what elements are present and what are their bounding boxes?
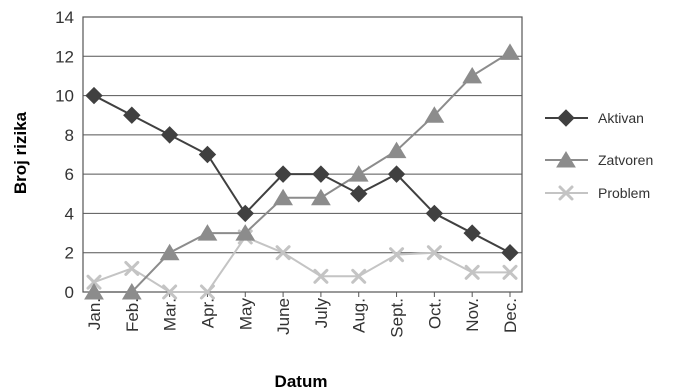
x-tick-label: Aug.: [350, 298, 369, 333]
legend-label: Zatvoren: [598, 152, 653, 168]
data-point: [386, 141, 407, 159]
x-tick-label: July: [312, 298, 331, 329]
data-point: [389, 247, 405, 263]
data-point: [160, 126, 179, 144]
data-point: [199, 284, 215, 300]
x-tick-label: Jan.: [85, 298, 104, 330]
data-point: [348, 165, 369, 182]
data-point: [124, 260, 140, 276]
data-point: [275, 245, 291, 261]
y-tick-label: 14: [55, 8, 74, 27]
x-axis-title: Datum: [275, 372, 328, 391]
data-point: [501, 244, 519, 262]
x-tick-label: Nov.: [463, 298, 482, 332]
x-tick-label: Sept.: [388, 298, 407, 338]
data-point: [350, 185, 368, 203]
data-point: [387, 165, 406, 183]
data-point: [462, 66, 483, 84]
y-tick-label: 0: [65, 283, 74, 302]
series-line: [93, 94, 511, 254]
series-aktivan: [85, 86, 519, 262]
x-tick-label: Feb.: [123, 298, 142, 332]
x-tick-label: Apr.: [198, 298, 217, 328]
legend-label: Aktivan: [598, 110, 644, 126]
series-line: [94, 51, 511, 293]
data-point: [85, 86, 103, 105]
data-point: [162, 284, 178, 300]
x-tick-label: June: [274, 298, 293, 335]
data-point: [425, 204, 444, 223]
axes: [82, 16, 523, 297]
y-tick-label: 2: [65, 244, 74, 263]
series-problem: [86, 229, 518, 300]
data-point: [500, 43, 520, 60]
plot-frame: [82, 16, 523, 293]
data-point: [464, 264, 480, 280]
x-tick-label: Oct.: [425, 298, 444, 329]
legend: Aktivan Zatvoren Problem: [545, 109, 653, 201]
data-point: [84, 283, 104, 300]
series-line: [93, 235, 510, 293]
legend-item-zatvoren: Zatvoren: [545, 151, 653, 168]
data-point: [121, 283, 142, 300]
gridlines: [83, 16, 522, 293]
data-point: [235, 224, 256, 241]
data-point: [274, 165, 292, 183]
series-zatvoren: [84, 43, 520, 300]
data-point: [197, 224, 218, 241]
legend-item-problem: Problem: [545, 185, 650, 201]
x-tick-label: Mar.: [161, 298, 180, 331]
data-point: [123, 106, 141, 124]
y-axis-title: Broj rizika: [11, 111, 30, 194]
legend-label: Problem: [598, 185, 650, 201]
data-point: [236, 204, 254, 223]
x-tick-label: May: [236, 298, 255, 331]
data-point: [463, 224, 481, 242]
data-point: [424, 106, 445, 123]
data-point: [311, 188, 331, 206]
legend-marker: [558, 185, 574, 201]
data-point: [313, 268, 329, 284]
legend-item-aktivan: Aktivan: [545, 109, 644, 127]
series: [84, 43, 520, 300]
y-tick-label: 10: [55, 87, 74, 106]
data-point: [198, 145, 217, 164]
legend-marker: [557, 109, 575, 127]
data-point: [351, 268, 367, 284]
tick-labels: 0 2 4 6 8 10 12 14 Jan. Feb. Mar. Apr. May June July Au…: [55, 8, 520, 338]
y-tick-label: 12: [55, 47, 74, 66]
data-point: [159, 243, 180, 261]
y-tick-label: 4: [65, 204, 74, 223]
x-tick-label: Dec.: [501, 298, 520, 333]
y-tick-label: 8: [65, 126, 74, 145]
data-point: [312, 165, 330, 183]
data-point: [273, 188, 293, 206]
y-tick-label: 6: [65, 165, 74, 184]
legend-marker: [556, 151, 576, 168]
data-point: [86, 274, 102, 290]
data-point: [502, 264, 518, 280]
data-point: [426, 245, 442, 261]
